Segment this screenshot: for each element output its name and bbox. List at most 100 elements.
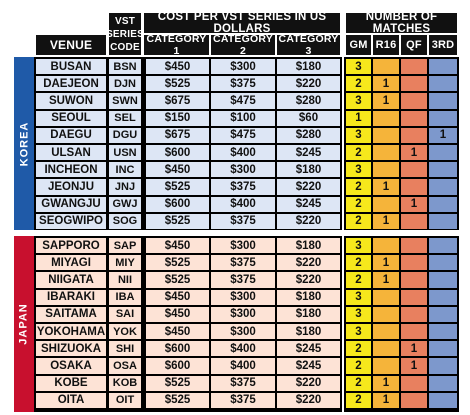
category-1-header: CATEGORY 1 bbox=[144, 33, 209, 57]
japan-code-cell: SAP bbox=[109, 238, 141, 254]
korea-gm-cell: 3 bbox=[346, 93, 371, 109]
japan-code-cell: NII bbox=[109, 272, 141, 288]
japan-qf-cell bbox=[401, 375, 427, 391]
japan-r16-cell bbox=[373, 341, 399, 357]
korea-r16-cell bbox=[373, 162, 399, 178]
korea-gm-cell: 2 bbox=[346, 213, 371, 230]
japan-r16-cell: 1 bbox=[373, 392, 399, 409]
korea-r16-cell: 1 bbox=[373, 179, 399, 195]
japan-third-cell bbox=[429, 238, 457, 254]
korea-venue-cell: SUWON bbox=[36, 93, 106, 109]
japan-gm-cell: 2 bbox=[346, 341, 371, 357]
japan-third-cell bbox=[429, 306, 457, 323]
japan-cat3-cell: $220 bbox=[277, 375, 340, 391]
korea-cat1-cell: $525 bbox=[146, 213, 209, 230]
qf-header: QF bbox=[401, 35, 427, 55]
japan-venue-cell: SAITAMA bbox=[36, 306, 106, 323]
korea-cat1-cell: $525 bbox=[146, 179, 209, 195]
japan-code-cell: MIY bbox=[109, 255, 141, 271]
japan-gm-cell: 2 bbox=[346, 255, 371, 271]
category-2-header: CATEGORY 2 bbox=[211, 33, 275, 57]
korea-cat3-cell: $280 bbox=[277, 93, 340, 109]
korea-venue-cell: JEONJU bbox=[36, 179, 106, 195]
korea-cat2-cell: $300 bbox=[211, 59, 275, 75]
korea-cat1-cell: $450 bbox=[146, 162, 209, 178]
korea-r16-cell bbox=[373, 127, 399, 144]
japan-cat3-cell: $180 bbox=[277, 238, 340, 254]
japan-code-cell: SHI bbox=[109, 341, 141, 357]
japan-gm-cell: 2 bbox=[346, 392, 371, 409]
third-header: 3RD bbox=[429, 35, 457, 55]
japan-venue-cell: IBARAKI bbox=[36, 289, 106, 305]
japan-third-cell bbox=[429, 272, 457, 288]
japan-cat2-cell: $300 bbox=[211, 306, 275, 323]
korea-code-cell: DJN bbox=[109, 76, 141, 92]
venue-header: VENUE bbox=[36, 35, 106, 55]
korea-cat2-cell: $400 bbox=[211, 196, 275, 212]
korea-cat3-cell: $245 bbox=[277, 145, 340, 161]
korea-third-cell bbox=[429, 162, 457, 178]
korea-gm-cell: 2 bbox=[346, 196, 371, 212]
korea-qf-cell bbox=[401, 93, 427, 109]
japan-cat2-cell: $400 bbox=[211, 341, 275, 357]
matches-title: NUMBER OF MATCHES bbox=[346, 11, 457, 35]
korea-gm-cell: 2 bbox=[346, 145, 371, 161]
korea-venue-cell: BUSAN bbox=[36, 59, 106, 75]
japan-gm-cell: 3 bbox=[346, 289, 371, 305]
korea-qf-cell bbox=[401, 162, 427, 178]
korea-cat2-cell: $475 bbox=[211, 127, 275, 144]
japan-code-cell: KOB bbox=[109, 375, 141, 391]
japan-code-cell: YOK bbox=[109, 324, 141, 340]
korea-code-cell: SOG bbox=[109, 213, 141, 230]
korea-venue-cell: INCHEON bbox=[36, 162, 106, 178]
korea-r16-cell: 1 bbox=[373, 76, 399, 92]
japan-r16-cell bbox=[373, 324, 399, 340]
japan-cat1-cell: $450 bbox=[146, 324, 209, 340]
japan-venue-cell: OSAKA bbox=[36, 358, 106, 374]
japan-r16-cell bbox=[373, 289, 399, 305]
korea-qf-cell bbox=[401, 179, 427, 195]
korea-cat3-cell: $220 bbox=[277, 179, 340, 195]
japan-qf-cell bbox=[401, 272, 427, 288]
korea-code-cell: JNJ bbox=[109, 179, 141, 195]
korea-code-cell: GWJ bbox=[109, 196, 141, 212]
korea-gm-cell: 3 bbox=[346, 59, 371, 75]
japan-gm-cell: 3 bbox=[346, 238, 371, 254]
korea-cat1-cell: $525 bbox=[146, 76, 209, 92]
japan-third-cell bbox=[429, 341, 457, 357]
japan-code-cell: SAI bbox=[109, 306, 141, 323]
japan-venue-cell: SAPPORO bbox=[36, 238, 106, 254]
korea-venue-cell: GWANGJU bbox=[36, 196, 106, 212]
korea-qf-cell: 1 bbox=[401, 145, 427, 161]
korea-cat2-cell: $300 bbox=[211, 162, 275, 178]
korea-cat3-cell: $245 bbox=[277, 196, 340, 212]
korea-third-cell bbox=[429, 76, 457, 92]
series-code-header: VST SERIES CODE bbox=[106, 13, 144, 55]
korea-qf-cell bbox=[401, 127, 427, 144]
korea-third-cell bbox=[429, 59, 457, 75]
korea-qf-cell bbox=[401, 59, 427, 75]
japan-cat3-cell: $220 bbox=[277, 272, 340, 288]
japan-qf-cell bbox=[401, 238, 427, 254]
gm-header: GM bbox=[346, 35, 371, 55]
korea-gm-cell: 3 bbox=[346, 162, 371, 178]
japan-gm-cell: 3 bbox=[346, 324, 371, 340]
japan-venue-cell: MIYAGI bbox=[36, 255, 106, 271]
korea-gm-cell: 2 bbox=[346, 76, 371, 92]
japan-r16-cell bbox=[373, 306, 399, 323]
korea-cat2-cell: $400 bbox=[211, 145, 275, 161]
korea-qf-cell: 1 bbox=[401, 196, 427, 212]
korea-r16-cell: 1 bbox=[373, 213, 399, 230]
korea-third-cell: 1 bbox=[429, 127, 457, 144]
japan-qf-cell: 1 bbox=[401, 358, 427, 374]
korea-cat2-cell: $375 bbox=[211, 213, 275, 230]
japan-third-cell bbox=[429, 289, 457, 305]
korea-cat3-cell: $280 bbox=[277, 127, 340, 144]
korea-cat3-cell: $220 bbox=[277, 213, 340, 230]
korea-code-cell: DGU bbox=[109, 127, 141, 144]
korea-cat3-cell: $180 bbox=[277, 162, 340, 178]
korea-r16-cell bbox=[373, 145, 399, 161]
japan-cat1-cell: $450 bbox=[146, 238, 209, 254]
korea-band: KOREA bbox=[14, 57, 34, 230]
series-code-line-2: SERIES bbox=[106, 28, 144, 40]
